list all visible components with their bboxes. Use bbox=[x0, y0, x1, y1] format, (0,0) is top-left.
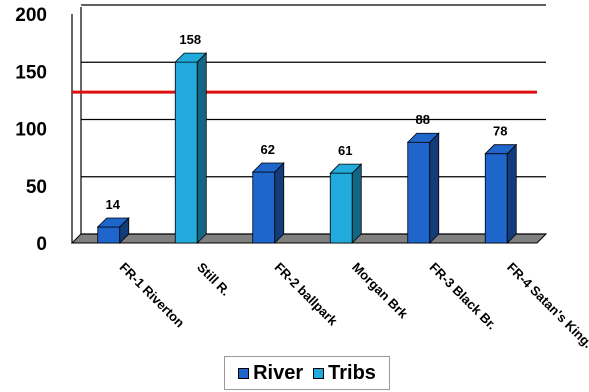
gridlines bbox=[81, 4, 546, 235]
y-tick-labels: 0 50 100 150 200 bbox=[15, 5, 47, 255]
bar-front bbox=[174, 61, 198, 244]
y-tick-label: 150 bbox=[15, 62, 47, 83]
category-label: Still R. bbox=[194, 260, 233, 299]
legend-item-tribs: Tribs bbox=[313, 362, 376, 385]
data-label: 62 bbox=[261, 142, 275, 157]
legend: River Tribs bbox=[224, 356, 390, 390]
bar bbox=[484, 143, 518, 244]
bar-side bbox=[274, 162, 285, 244]
y-tick-label: 0 bbox=[36, 234, 47, 255]
legend-item-river: River bbox=[238, 362, 303, 385]
category-label: FR-4 Satan's King. bbox=[504, 260, 589, 351]
data-label: 61 bbox=[338, 143, 352, 158]
data-label: 14 bbox=[106, 197, 121, 212]
bar-side bbox=[196, 52, 207, 244]
category-label: Morgan Brk bbox=[349, 260, 411, 322]
bar-top bbox=[251, 162, 285, 173]
bar-front bbox=[407, 141, 431, 244]
y-tick-label: 50 bbox=[26, 177, 47, 198]
chart-floor-plane bbox=[70, 233, 548, 244]
legend-swatch-tribs bbox=[313, 367, 325, 379]
bar bbox=[406, 132, 440, 244]
category-label: FR-1 Riverton bbox=[117, 260, 188, 331]
y-axis bbox=[71, 7, 82, 243]
bar bbox=[96, 217, 130, 244]
bar-side bbox=[429, 132, 440, 244]
category-label: FR-3 Black Br. bbox=[427, 260, 500, 333]
bar-chart: 0 50 100 150 200 14 158 62 61 88 78 FR-1 Riverton… bbox=[15, 4, 589, 351]
bar-side bbox=[351, 163, 362, 244]
bar-front bbox=[97, 226, 121, 244]
chart-floor bbox=[70, 233, 548, 244]
bar-top bbox=[329, 163, 363, 174]
bar bbox=[329, 163, 363, 244]
bar bbox=[174, 52, 208, 244]
bar-top bbox=[406, 132, 440, 143]
data-labels: 14 158 62 61 88 78 bbox=[106, 32, 508, 212]
bar-front bbox=[484, 153, 508, 244]
legend-swatch-river bbox=[238, 367, 250, 379]
bar-top bbox=[174, 52, 208, 63]
legend-label-river: River bbox=[253, 361, 304, 384]
bar-side bbox=[506, 143, 517, 244]
category-labels: FR-1 Riverton Still R. FR-2 ballpark Morgan… bbox=[117, 260, 589, 351]
bar-front bbox=[329, 172, 353, 244]
bar-top bbox=[96, 217, 130, 228]
bar-front bbox=[252, 171, 276, 244]
data-label: 78 bbox=[493, 124, 507, 139]
bar-top bbox=[484, 144, 518, 155]
y-tick-label: 200 bbox=[15, 5, 47, 26]
bars bbox=[96, 52, 518, 244]
data-label: 88 bbox=[416, 112, 430, 127]
legend-label-tribs: Tribs bbox=[328, 361, 376, 384]
y-tick-label: 100 bbox=[15, 120, 47, 141]
data-label: 158 bbox=[179, 32, 201, 47]
category-label: FR-2 ballpark bbox=[272, 260, 341, 329]
bar bbox=[251, 162, 285, 244]
